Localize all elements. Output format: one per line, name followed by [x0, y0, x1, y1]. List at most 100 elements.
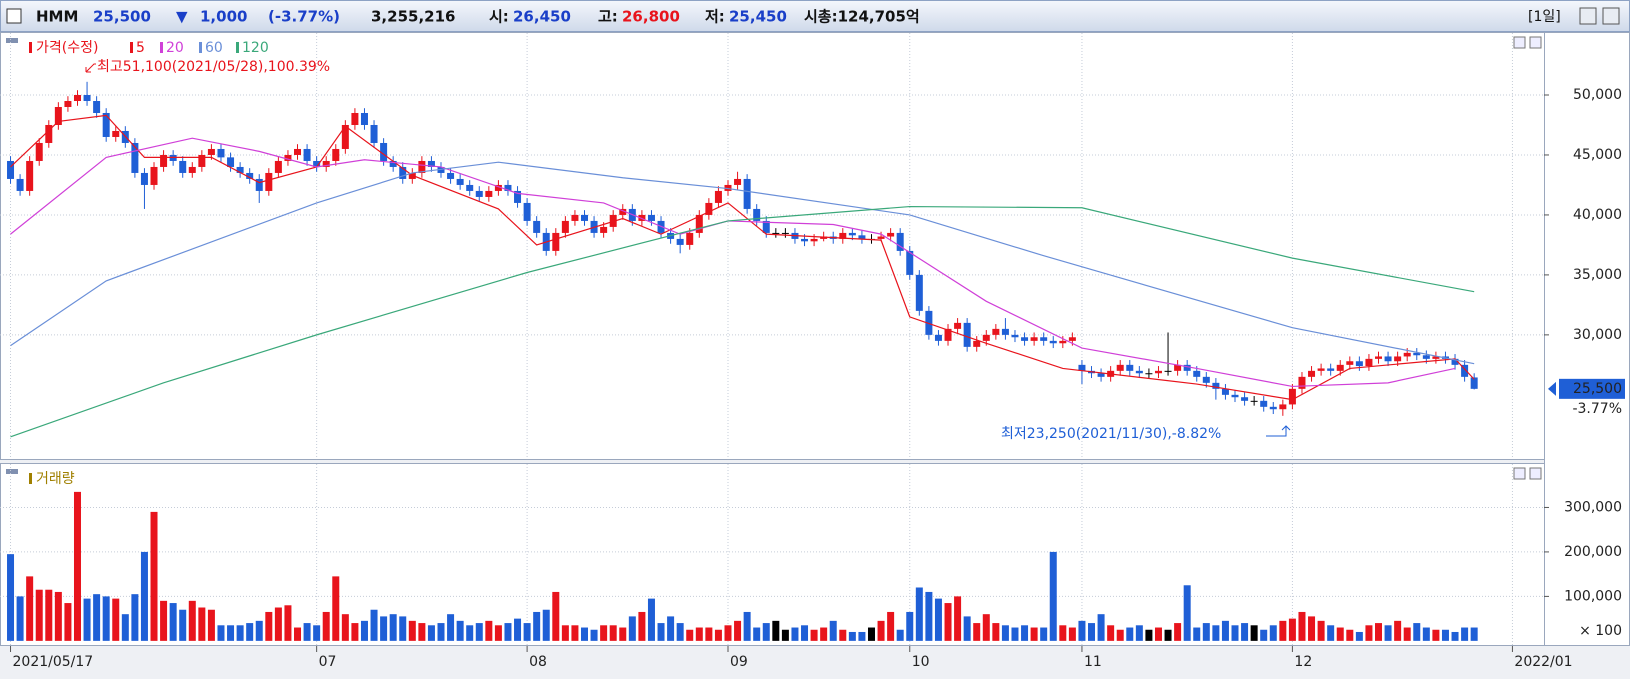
panel-button[interactable]: [1529, 467, 1542, 480]
volume-bar: [1040, 627, 1048, 641]
volume-bar: [1068, 627, 1076, 641]
legend-title: 거래량: [36, 471, 75, 487]
candle-body: [1260, 400, 1268, 407]
candle-body: [906, 250, 914, 275]
volume-bar: [1011, 627, 1019, 641]
candle-body: [801, 238, 809, 242]
candle-body: [839, 232, 847, 239]
volume-bar: [437, 623, 445, 641]
candle-body: [1212, 382, 1220, 389]
volume-bar: [1116, 629, 1124, 641]
volume-bar: [1346, 629, 1354, 641]
volume-bar: [1384, 625, 1392, 641]
candle-body: [1135, 370, 1143, 374]
volume-bar: [408, 620, 416, 641]
volume-bar: [561, 625, 569, 641]
volume-bar: [1154, 627, 1162, 641]
volume-bar: [217, 625, 225, 641]
candle-body: [1288, 388, 1296, 405]
panel-handle[interactable]: [6, 38, 18, 43]
change-pct: (-3.77%): [268, 8, 340, 26]
candle-body: [1068, 337, 1076, 341]
candle-body: [73, 95, 81, 102]
candle-body: [1097, 373, 1105, 377]
volume-bar: [1250, 625, 1258, 641]
direction: ▼: [176, 8, 188, 26]
volume-bar: [236, 625, 244, 641]
candle-body: [188, 166, 196, 173]
checkbox[interactable]: [6, 8, 22, 24]
volume-bar: [1260, 629, 1268, 641]
legend-label: 5: [136, 40, 145, 56]
volume-bar: [992, 623, 1000, 641]
panel-handle[interactable]: [6, 469, 18, 474]
maximize-button[interactable]: [1579, 7, 1597, 25]
tag-change: -3.77%: [1572, 401, 1622, 417]
candle-body: [973, 340, 981, 347]
candle-body: [963, 322, 971, 347]
candle-body: [810, 238, 818, 242]
candle-body: [533, 220, 541, 233]
panel-button[interactable]: [1529, 36, 1542, 49]
candle-body: [26, 160, 34, 191]
volume-bar: [954, 596, 962, 641]
candle-body: [877, 236, 885, 239]
volume-bar: [1164, 629, 1172, 641]
x-tick-label: 07: [319, 654, 337, 670]
candle-body: [915, 274, 923, 311]
candle-body: [160, 154, 168, 167]
y-tick-label: 30,000: [1573, 327, 1622, 343]
annotation-high: 최고51,100(2021/05/28),100.39%: [97, 59, 330, 75]
candle-body: [427, 160, 435, 167]
panel-button[interactable]: [1513, 467, 1526, 480]
volume-bar: [370, 609, 378, 641]
y-tick-label: 200,000: [1564, 544, 1622, 560]
legend-swatch: [236, 42, 239, 53]
volume-bar: [676, 623, 684, 641]
plot: [7, 81, 1478, 641]
candle-body: [1451, 358, 1459, 365]
volume-bar: [600, 625, 608, 641]
candle-body: [351, 112, 359, 125]
candle-body: [734, 178, 742, 185]
volume-bar: [1088, 623, 1096, 641]
candle-body: [1030, 337, 1038, 341]
panel-button[interactable]: [1513, 36, 1526, 49]
volume-bar: [667, 616, 675, 641]
y-tick-label: 40,000: [1573, 207, 1622, 223]
price: 25,500: [93, 8, 151, 26]
title-bar: [0, 0, 1630, 32]
volume-bar: [820, 627, 828, 641]
legend-swatch: [29, 42, 32, 53]
candle-body: [45, 124, 53, 143]
volume-bar: [609, 625, 617, 641]
volume-bar: [542, 609, 550, 641]
candle-body: [54, 106, 62, 125]
grid: 30,00035,00040,00045,00050,000100,000200…: [0, 33, 1622, 670]
candle-body: [102, 112, 110, 137]
candle-body: [1001, 328, 1009, 335]
volume-bar: [724, 625, 732, 641]
candle-body: [753, 208, 761, 221]
candle-body: [1174, 364, 1182, 371]
change: 1,000: [200, 8, 247, 26]
legend-swatch: [199, 42, 202, 53]
volume-bar: [427, 625, 435, 641]
close-button[interactable]: [1602, 7, 1620, 25]
volume-bar: [1288, 618, 1296, 641]
y-tick-label: 100,000: [1564, 588, 1622, 604]
candle-body: [1078, 364, 1086, 371]
volume-bar: [1059, 625, 1067, 641]
volume-bar: [848, 631, 856, 641]
candle-body: [1403, 352, 1411, 357]
volume-bar: [73, 491, 81, 641]
last-price-tag: 25,500 -3.77%: [1548, 378, 1625, 417]
value-axis-panel: [1544, 32, 1630, 646]
volume-bar: [150, 511, 158, 641]
volume-bar: [695, 627, 703, 641]
volume-bar: [1441, 629, 1449, 641]
period[interactable]: [1일]: [1528, 9, 1561, 25]
candle-body: [934, 334, 942, 341]
candle-body: [1394, 356, 1402, 362]
y-tick-label: 50,000: [1573, 87, 1622, 103]
